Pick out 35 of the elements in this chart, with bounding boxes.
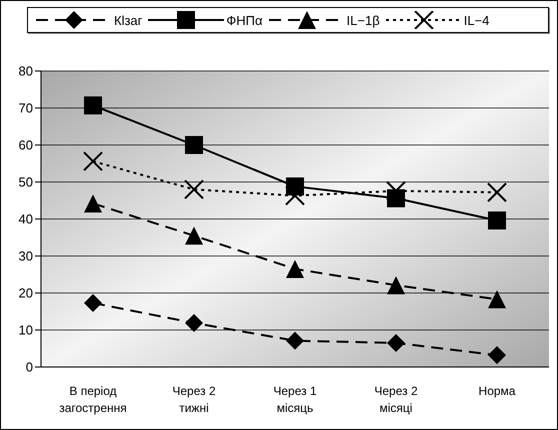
point [83,151,103,172]
point [185,136,203,154]
point [185,226,203,245]
x-tick-label: В період загострення [59,384,127,415]
point [84,96,102,114]
y-tick-label: 60 [18,138,33,153]
x-tick-label: Через 2 місяці [374,384,418,415]
point [488,290,506,308]
legend-label: ФНПα [226,12,263,28]
y-tick-label: 50 [18,174,33,190]
y-tick-label: 40 [18,212,33,227]
point [184,179,204,200]
point [387,334,405,352]
y-tick-label: 10 [18,322,33,338]
point [286,332,304,350]
legend-label: Кlзаг [114,12,142,28]
point [286,260,304,278]
legend-label: IL−4 [464,12,490,28]
x-tick-label: Норма [478,384,516,398]
y-tick-label: 30 [18,248,33,264]
legend-label: IL−1β [346,12,380,28]
point [487,182,507,202]
x-tick-label: Через 1 місяць [273,384,317,415]
y-tick-label: 80 [18,64,33,79]
y-tick-label: 70 [18,100,33,116]
x-tick-label: Через 2 тижні [172,384,216,415]
point [84,294,102,312]
point [488,346,506,364]
point [185,314,203,332]
point [386,180,406,201]
point [84,194,102,212]
y-tick-label: 20 [18,286,33,301]
point [488,211,506,230]
y-tick-label: 0 [26,360,33,375]
point [387,276,405,294]
